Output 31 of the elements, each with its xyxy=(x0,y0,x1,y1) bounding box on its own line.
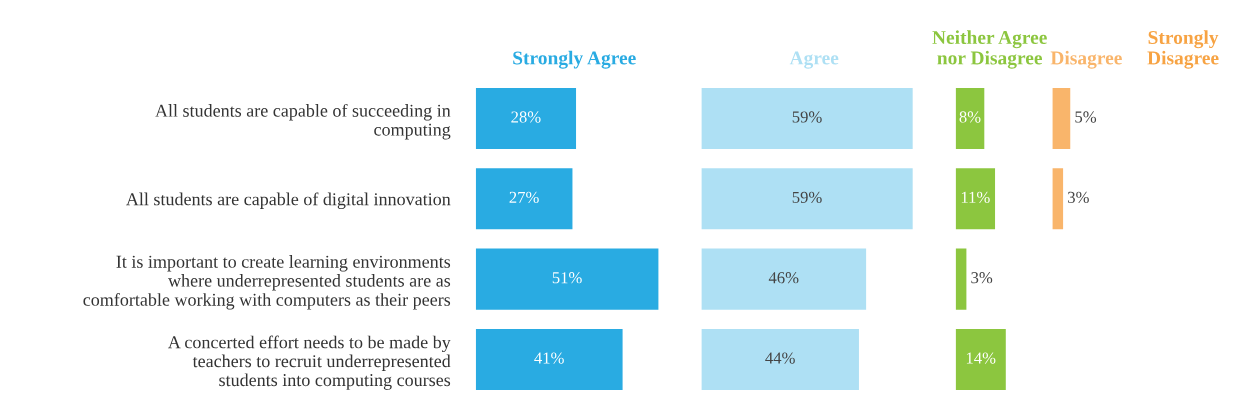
chart-title: Strongly Agree xyxy=(513,50,636,69)
data-label: 51% xyxy=(552,272,582,284)
bar xyxy=(475,168,573,230)
chart-title: Agree xyxy=(789,51,839,69)
bar xyxy=(475,328,623,390)
y-tick-label: All students are capable of digital innovation xyxy=(126,192,451,210)
data-label: 59% xyxy=(792,191,822,204)
data-label: 14% xyxy=(966,352,996,364)
bar xyxy=(475,248,659,310)
y-tick-label: A concerted effort needs to be made by teachers to recruit underrepresented students into computing courses xyxy=(167,335,451,390)
bar xyxy=(955,328,1006,390)
bar xyxy=(955,168,996,230)
bar xyxy=(955,248,967,310)
data-label: 28% xyxy=(511,111,541,123)
data-label: 11% xyxy=(961,191,990,204)
y-tick-label: All students are capable of succeeding in computing xyxy=(155,103,451,140)
chart-title: Disagree xyxy=(1050,50,1122,69)
data-label: 41% xyxy=(534,352,564,364)
data-label: 8% xyxy=(959,111,981,123)
data-label: 44% xyxy=(765,352,795,364)
bar xyxy=(955,87,985,149)
data-label: 3% xyxy=(1068,191,1089,204)
data-label: 27% xyxy=(509,191,539,204)
data-label: 59% xyxy=(792,111,822,123)
y-tick-label: It is important to create learning environments where underrepresented students are as comfortable working with computers as their peers xyxy=(83,255,451,310)
bar xyxy=(475,87,577,149)
chart-title: Neither Agree nor Disagree xyxy=(932,30,1047,69)
data-label: 5% xyxy=(1075,111,1097,123)
data-label: 3% xyxy=(971,272,993,284)
data-label: 46% xyxy=(768,272,799,284)
text: Strongly Disagree xyxy=(1147,30,1219,69)
